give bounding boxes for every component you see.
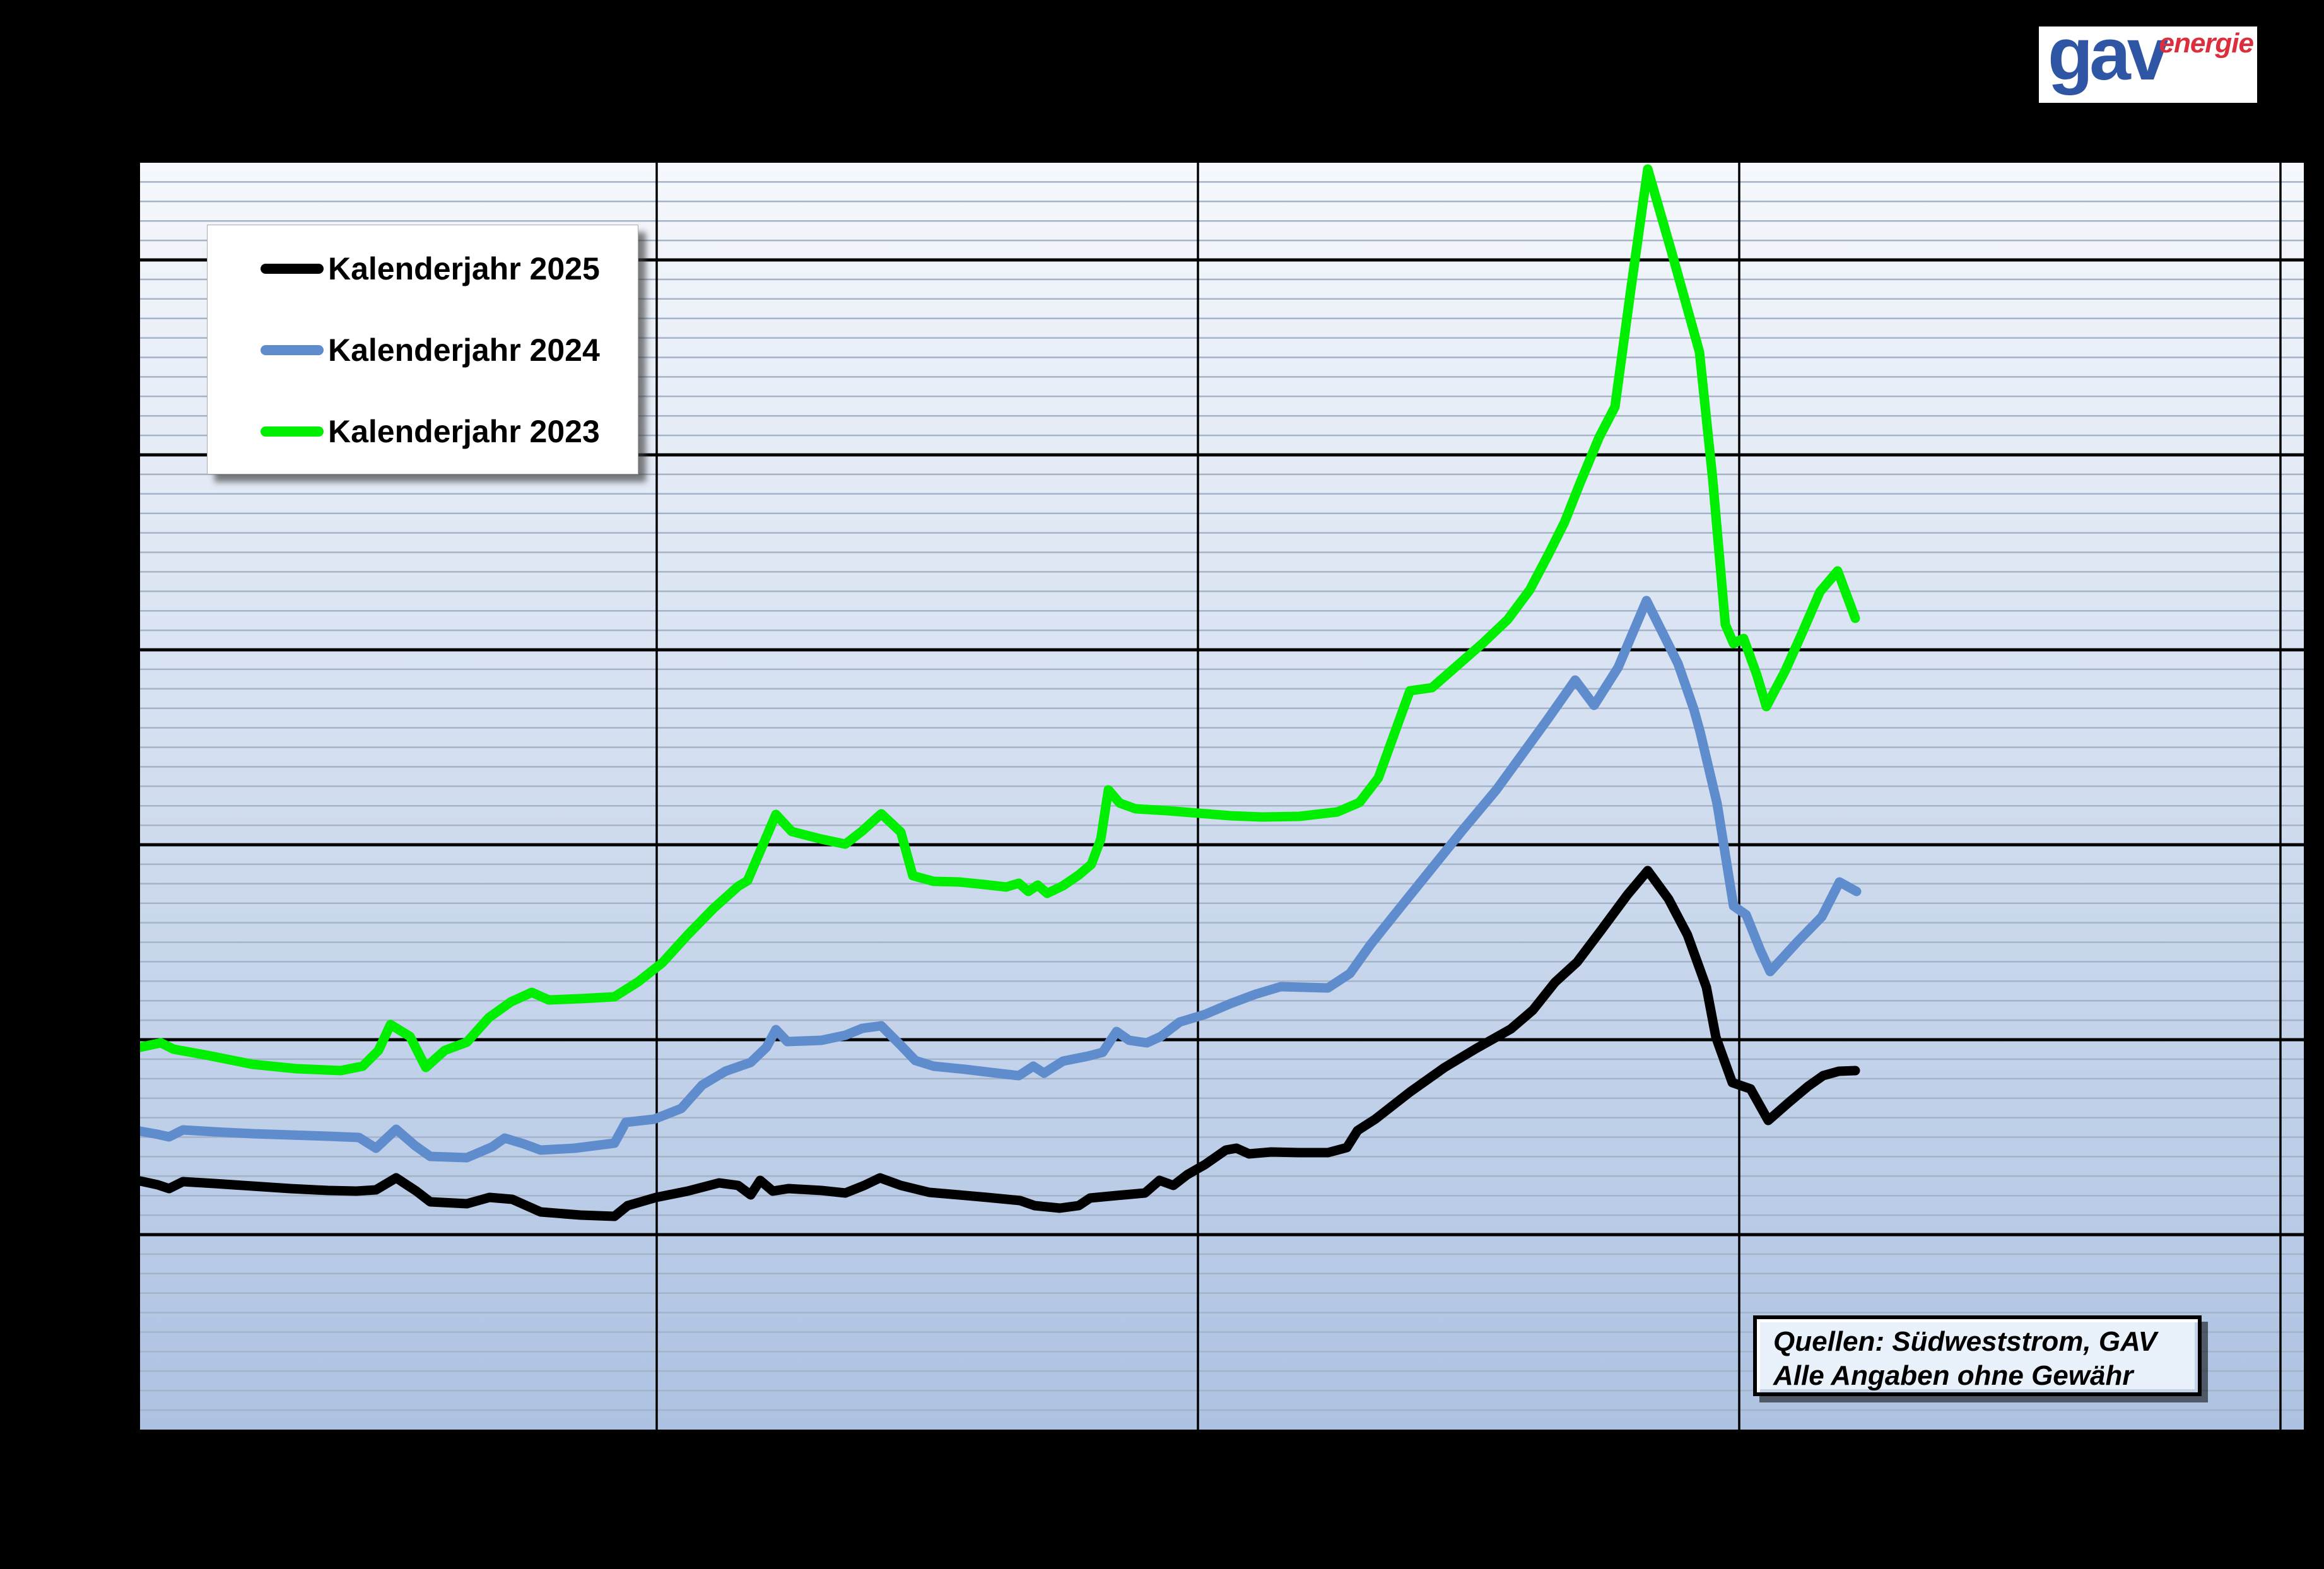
series-kalenderjahr-2025 [140, 866, 1860, 1221]
legend-swatch-2025-icon [261, 264, 324, 274]
series-kalenderjahr-2023 [140, 164, 1860, 1076]
legend-label-2024: Kalenderjahr 2024 [328, 332, 600, 368]
series-kalenderjahr-2024 [140, 596, 1862, 1163]
legend-label-2025: Kalenderjahr 2025 [328, 251, 600, 286]
legend-item-2023: Kalenderjahr 2023 [261, 413, 600, 450]
legend-label-2023: Kalenderjahr 2023 [328, 414, 600, 449]
legend-swatch-2024-icon [261, 345, 324, 355]
source-line-1: Quellen: Südweststrom, GAV [1773, 1326, 2157, 1357]
chart-legend: Kalenderjahr 2025 Kalenderjahr 2024 Kale… [207, 225, 638, 474]
logo-gav-text: gav [2048, 13, 2168, 96]
logo-energie-text: energie [2159, 28, 2254, 59]
legend-item-2024: Kalenderjahr 2024 [261, 332, 600, 368]
legend-item-2025: Kalenderjahr 2025 [261, 250, 600, 287]
legend-swatch-2023-icon [261, 426, 324, 437]
source-line-2: Alle Angaben ohne Gewähr [1773, 1360, 2133, 1391]
source-box: Quellen: Südweststrom, GAV Alle Angaben … [1753, 1315, 2202, 1396]
gav-energie-logo: gav energie [2039, 16, 2257, 103]
